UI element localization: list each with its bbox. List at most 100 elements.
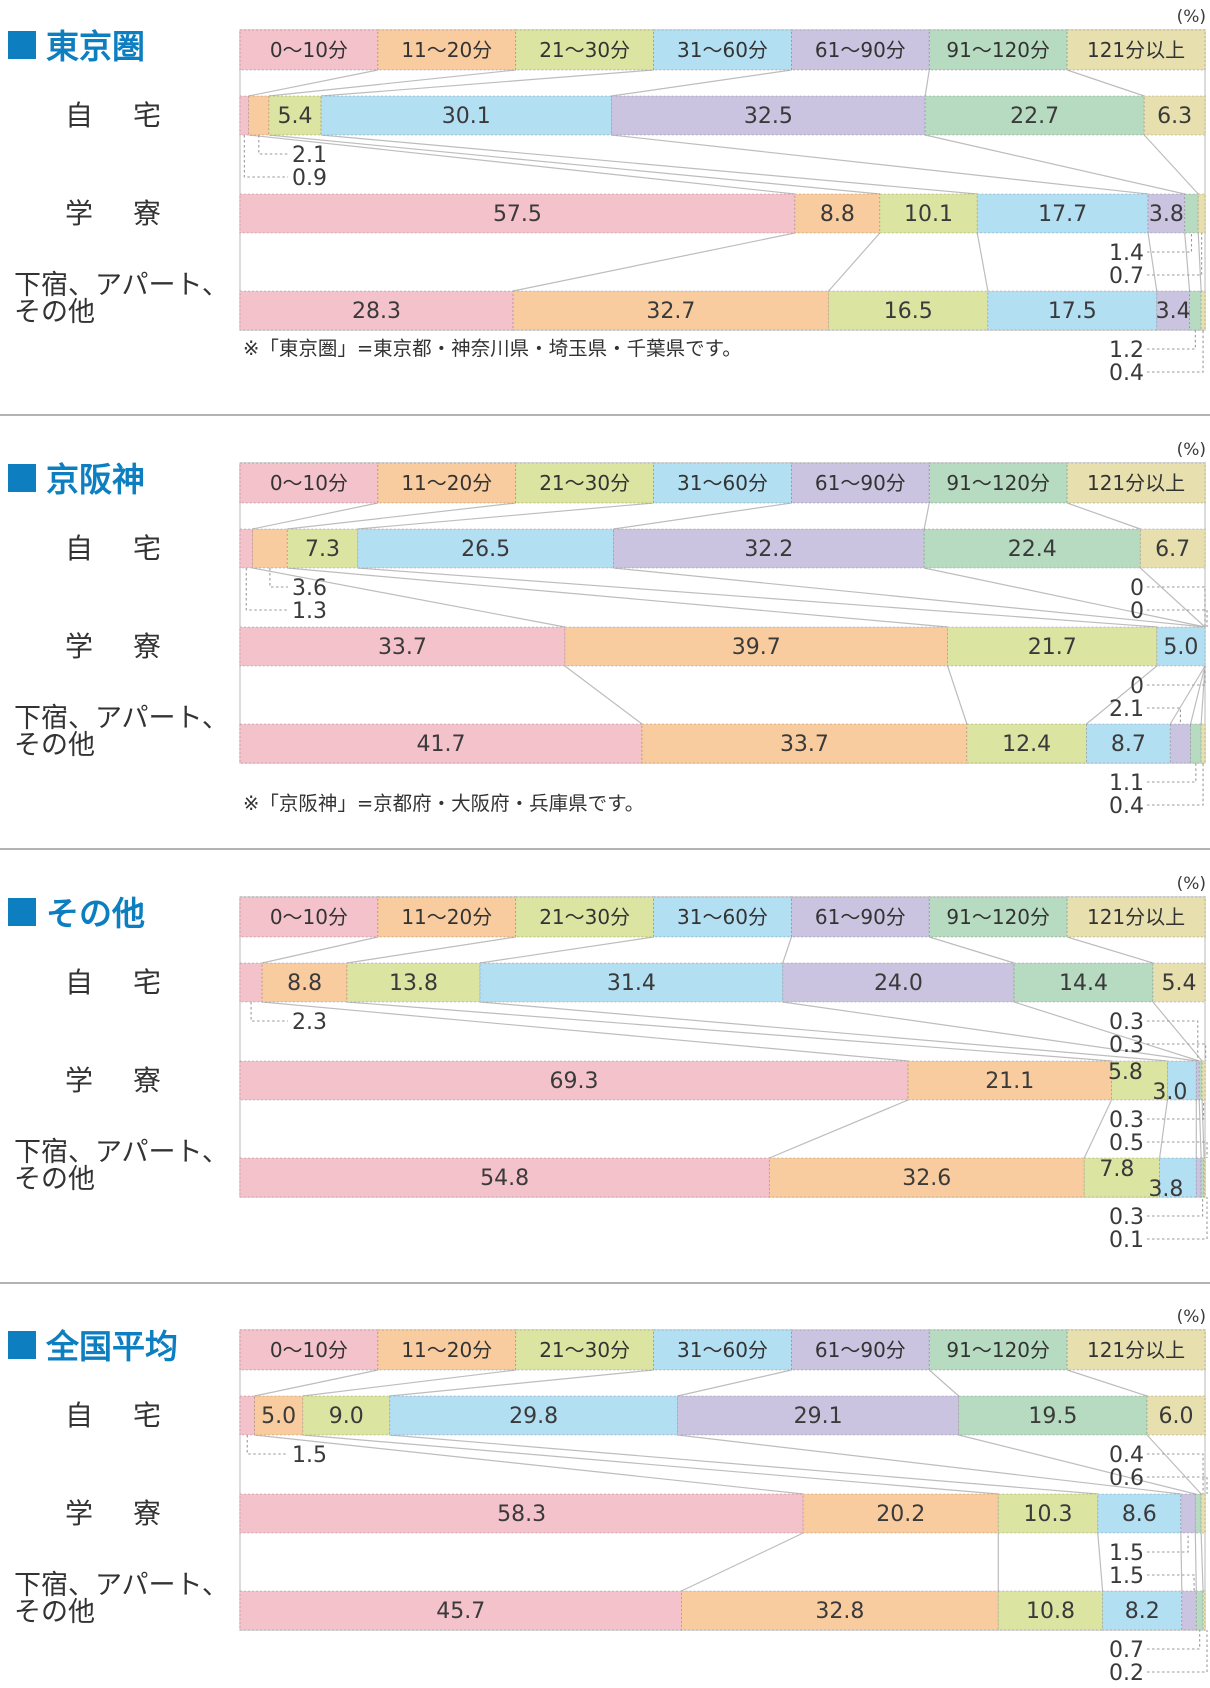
segment-value: 32.8	[815, 1599, 864, 1624]
bar-segment	[512, 290, 830, 331]
bar-segment	[1169, 723, 1191, 764]
connector-line	[564, 665, 643, 725]
bar-segment	[924, 95, 1145, 136]
title-bullet	[8, 898, 36, 926]
callout-value: 0.2	[1109, 1661, 1144, 1686]
segment-value: 5.4	[278, 104, 313, 129]
connector-line	[613, 502, 792, 530]
connector-line	[958, 1434, 1196, 1495]
callout-leader	[1147, 707, 1181, 724]
connector-line	[611, 134, 1149, 195]
callout-leader	[1147, 1476, 1208, 1494]
callout-leader	[1147, 1020, 1199, 1061]
bar-segment	[1181, 1590, 1197, 1631]
footnote: ※「京阪神」=京都府・大阪府・兵庫県です。	[243, 792, 644, 815]
callout-leader	[1147, 233, 1203, 276]
segment-value: 6.0	[1159, 1404, 1194, 1429]
callout-leader	[1147, 763, 1197, 783]
bar-segment	[1111, 1060, 1168, 1101]
legend-label: 61〜90分	[815, 471, 906, 495]
row-label: その他	[14, 1597, 95, 1628]
bar-segment	[302, 1395, 391, 1436]
bar-segment	[239, 95, 250, 136]
connector-line	[611, 69, 792, 97]
connector-line	[346, 1001, 1112, 1062]
stacked-bar-chart: (%) 東京圏 0〜10分 11〜20分 21〜30分 31〜60分 61〜90分 91〜12…	[8, 7, 1206, 386]
connector-line	[287, 567, 948, 628]
legend-label: 91〜120分	[946, 1338, 1050, 1362]
legend-label: 21〜30分	[539, 38, 630, 62]
bar-segment	[1189, 290, 1202, 331]
segment-value: 8.7	[1111, 732, 1146, 757]
callout-leader	[1147, 1533, 1189, 1553]
connector-line	[357, 502, 654, 530]
segment-value: 3.4	[1156, 299, 1191, 324]
connector-line	[947, 665, 968, 725]
callout-value: 0.3	[1109, 1033, 1144, 1058]
connector-line	[923, 502, 930, 530]
legend-label: 11〜20分	[401, 471, 492, 495]
segment-value: 5.0	[1163, 635, 1198, 660]
bar-segment	[239, 1157, 770, 1198]
bar-segment	[239, 290, 514, 331]
bar-segment	[239, 528, 253, 569]
bar-segment	[1180, 1493, 1196, 1534]
unit-label: (%)	[1177, 7, 1206, 27]
bar-segment	[947, 626, 1158, 667]
segment-value: 6.3	[1157, 104, 1192, 129]
row-label: 学 寮	[65, 1064, 167, 1097]
segment-value: 8.8	[287, 971, 322, 996]
connector-line	[925, 134, 1185, 195]
bar-segment	[1200, 1493, 1206, 1534]
segment-value: 33.7	[780, 732, 829, 757]
bar-segment	[1194, 1493, 1202, 1534]
connector-line	[1013, 1001, 1200, 1062]
callout-leader	[1147, 1630, 1208, 1673]
legend-cell	[377, 29, 517, 71]
bar-segment	[1167, 1060, 1197, 1101]
bar-segment	[1197, 193, 1206, 234]
segment-value: 45.7	[436, 1599, 485, 1624]
bar-segment	[239, 962, 263, 1003]
connector-line	[769, 1099, 909, 1159]
segment-value: 26.5	[461, 537, 510, 562]
bar-segment	[239, 1060, 909, 1101]
segment-value: 24.0	[874, 971, 923, 996]
callout-value: 0.9	[292, 166, 327, 191]
segment-value: 3.8	[1149, 202, 1184, 227]
connector-line	[782, 936, 792, 964]
callout-leader	[246, 1435, 288, 1455]
stacked-bar-chart: (%) その他 0〜10分 11〜20分 21〜30分 31〜60分 61〜90分 91〜12…	[0, 848, 1210, 1253]
segment-value: 17.5	[1048, 299, 1097, 324]
bar-segment	[1013, 962, 1154, 1003]
connector-line	[1066, 502, 1141, 530]
connector-line	[254, 1369, 378, 1397]
connector-line	[479, 936, 654, 964]
legend-label: 121分以上	[1087, 38, 1185, 62]
connector-line	[389, 1434, 1098, 1495]
callout-value: 1.4	[1109, 241, 1144, 266]
segment-value: 8.8	[820, 202, 855, 227]
row-label: 学 寮	[65, 1497, 167, 1530]
callout-leader	[258, 135, 288, 155]
connector-line	[1180, 1532, 1183, 1592]
legend-cell	[239, 462, 379, 504]
callout-leader	[1147, 1197, 1204, 1217]
segment-value: 32.2	[744, 537, 793, 562]
callout-value: 0	[1130, 576, 1144, 601]
bar-segment	[564, 626, 949, 667]
callout-value: 1.5	[292, 1443, 327, 1468]
segment-value: 13.8	[389, 971, 438, 996]
segment-value: 6.7	[1155, 537, 1190, 562]
callout-leader	[1147, 1630, 1201, 1650]
connector-line	[1198, 1099, 1202, 1159]
chart-section: (%) その他 0〜10分 11〜20分 21〜30分 31〜60分 61〜90分 91〜12…	[0, 848, 1210, 1282]
bar-segment	[681, 1590, 999, 1631]
connector-line	[1066, 69, 1145, 97]
callout-value: 0.4	[1109, 794, 1144, 819]
chart-section: (%) 京阪神 0〜10分 11〜20分 21〜30分 31〜60分 61〜90分 91〜12…	[0, 414, 1210, 848]
connector-line	[346, 936, 516, 964]
row-label: その他	[14, 1164, 95, 1195]
bar-segment	[802, 1493, 999, 1534]
bar-segment	[1198, 1060, 1203, 1101]
